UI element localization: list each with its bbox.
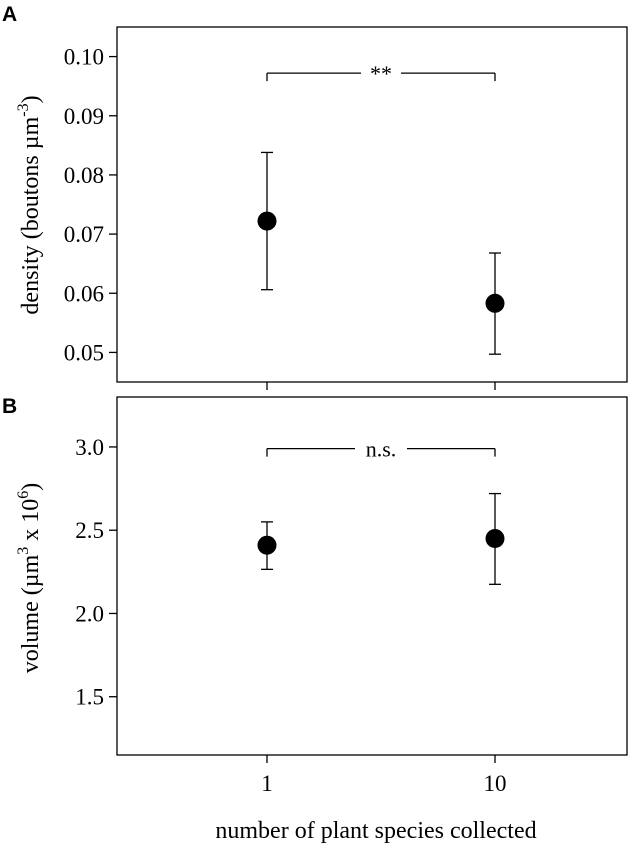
panel-b-significance-bracket: n.s. — [266, 437, 496, 462]
panel-b-points — [257, 492, 505, 585]
panel-b-y-axis: 1.5 2.0 2.5 3.0 — [75, 435, 117, 710]
panel-a-y-axis: 0.05 0.06 0.07 0.08 0.09 0.10 — [64, 45, 117, 365]
panel-a-significance-bracket: ** — [266, 61, 496, 86]
panel-b-frame — [116, 396, 628, 756]
data-point — [257, 535, 277, 555]
panel-a-x-ticks — [266, 382, 496, 390]
x-tick-label: 10 — [484, 771, 507, 796]
y-tick-label: 0.10 — [64, 45, 104, 70]
y-tick-label: 0.08 — [64, 163, 104, 188]
y-tick-label: 0.09 — [64, 104, 104, 129]
x-axis-label: number of plant species collected — [215, 818, 536, 844]
data-point — [485, 293, 505, 313]
y-tick-label: 2.0 — [75, 601, 104, 626]
panel-a-letter: A — [2, 3, 17, 26]
panel-b-letter: B — [2, 395, 17, 418]
panel-b-x-axis: 1 10 — [261, 755, 507, 796]
y-tick-label: 1.5 — [75, 685, 104, 710]
y-tick-label: 0.06 — [64, 281, 104, 306]
significance-label: n.s. — [366, 437, 397, 462]
data-point — [485, 529, 505, 549]
y-tick-label: 0.07 — [64, 222, 104, 247]
panel-b-y-axis-label: volume (µm3 x 106) — [15, 483, 44, 673]
panel-b: B 1.5 2.0 2.5 3.0 1 10 n.s. volume (µm3 x 10… — [2, 395, 628, 796]
panel-a-points — [257, 151, 505, 355]
panel-a: A 0.05 0.06 0.07 0.08 0.09 0.10 ** density (b… — [2, 3, 628, 390]
y-tick-label: 3.0 — [75, 435, 104, 460]
x-tick-label: 1 — [261, 771, 273, 796]
y-tick-label: 0.05 — [64, 340, 104, 365]
significance-label: ** — [370, 61, 392, 86]
y-tick-label: 2.5 — [75, 518, 104, 543]
panel-a-y-axis-label: density (boutons µm-3) — [15, 95, 44, 314]
data-point — [257, 211, 277, 231]
panel-a-frame — [116, 26, 628, 383]
